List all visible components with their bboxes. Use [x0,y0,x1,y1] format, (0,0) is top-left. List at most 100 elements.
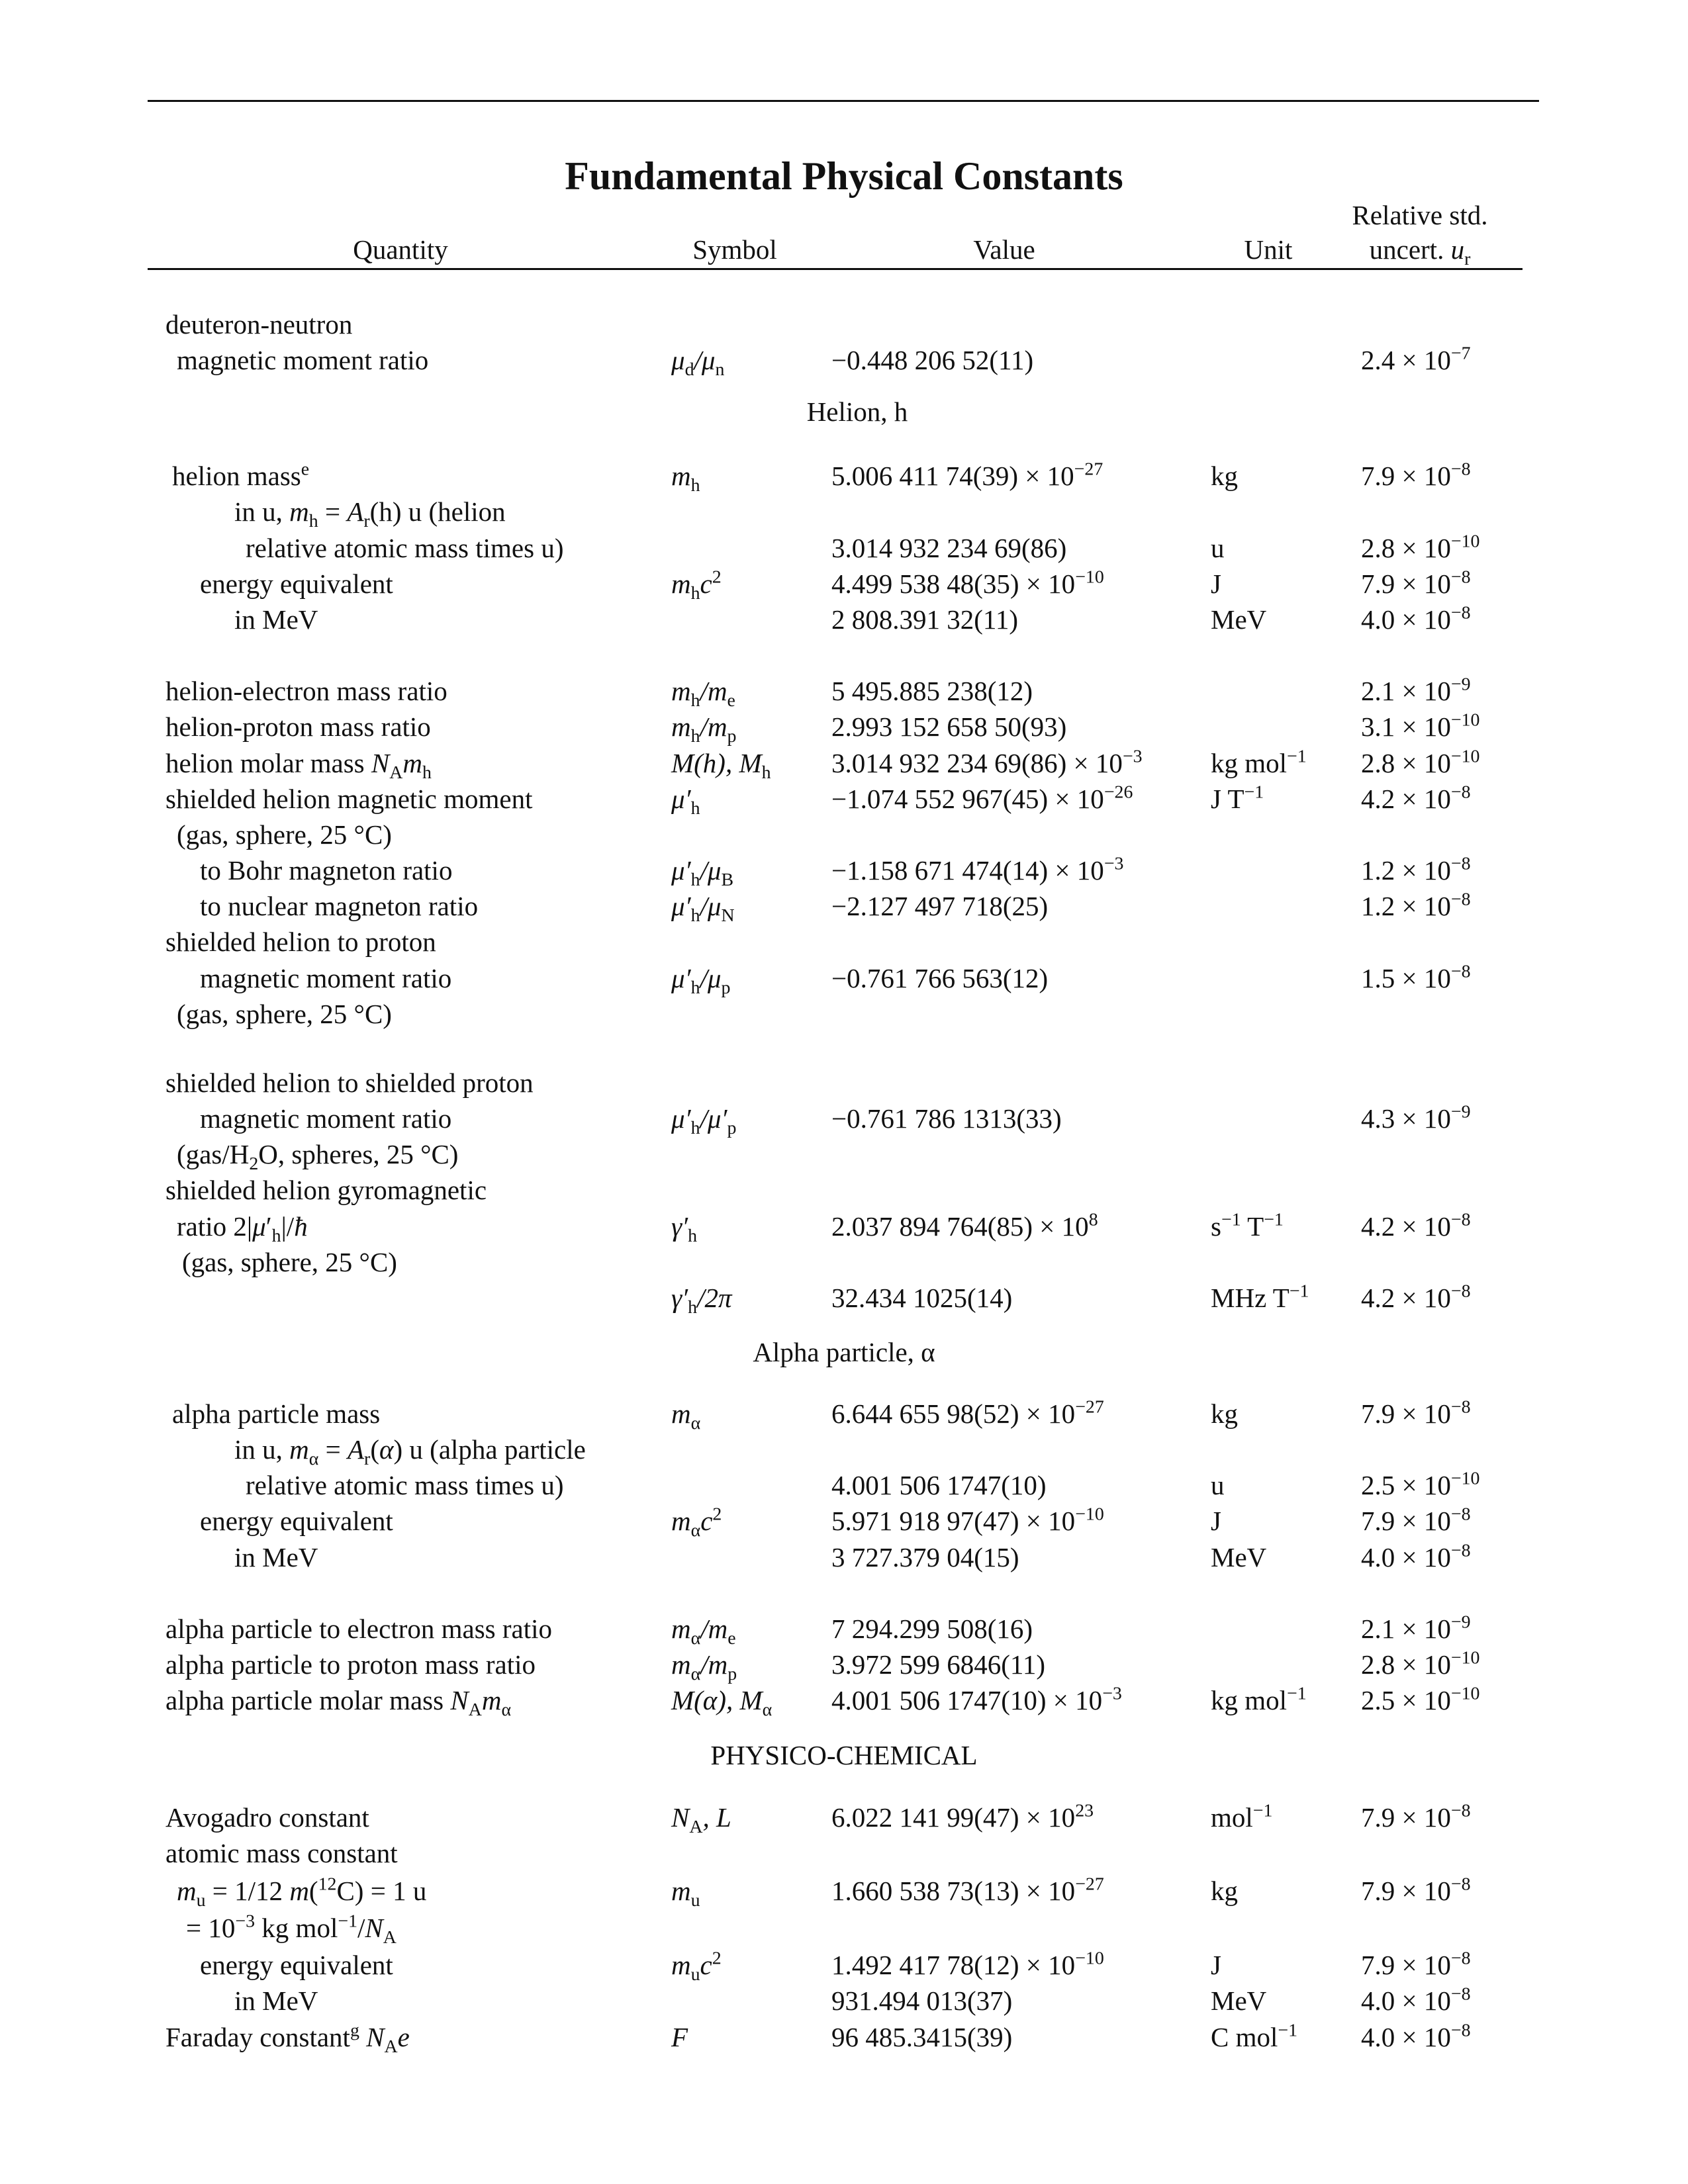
quantity-label: in MeV [234,1985,318,2016]
quantity-label: (gas, sphere, 25 °C) [182,1247,397,1277]
quantity-label: energy equivalent [200,569,393,599]
unit: MeV [1211,1542,1267,1572]
quantity-label: to nuclear magneton ratio [200,891,479,921]
relative-uncertainty: 4.0 × 10−8 [1361,1540,1471,1572]
quantity-label: relative atomic mass times u) [246,533,564,563]
value: −2.127 497 718(25) [831,891,1049,921]
value: 3 727.379 04(15) [831,1542,1019,1572]
quantity-label: = 10−3 kg mol−1/NA [186,1911,397,1948]
unit: J [1211,1506,1221,1536]
value: 1.492 417 78(12) × 10−10 [831,1948,1104,1980]
symbol: μ′h [671,784,700,819]
relative-uncertainty: 4.0 × 10−8 [1361,602,1471,635]
value: 931.494 013(37) [831,1985,1013,2016]
header-quantity: Quantity [353,234,448,265]
symbol: μ′h/μp [671,963,731,998]
quantity-label: helion masse [172,459,310,491]
quantity-label: helion-electron mass ratio [165,676,447,706]
relative-uncertainty: 1.2 × 10−8 [1361,853,1471,886]
quantity-label: magnetic moment ratio [200,1103,452,1134]
symbol: M(h), Mh [671,748,771,783]
quantity-label: energy equivalent [200,1506,393,1536]
value: 7 294.299 508(16) [831,1614,1033,1644]
relative-uncertainty: 2.4 × 10−7 [1361,343,1471,375]
value: 5.006 411 74(39) × 10−27 [831,459,1103,491]
symbol: mαc2 [671,1504,722,1541]
value: 3.014 932 234 69(86) × 10−3 [831,746,1143,778]
relative-uncertainty: 4.2 × 10−8 [1361,1281,1471,1313]
unit: J [1211,1950,1221,1980]
relative-uncertainty: 2.5 × 10−10 [1361,1468,1480,1500]
value: −1.158 671 474(14) × 10−3 [831,853,1124,886]
header-symbol: Symbol [692,234,777,265]
quantity-label: magnetic moment ratio [200,963,452,993]
relative-uncertainty: 1.2 × 10−8 [1361,889,1471,921]
quantity-label: mu = 1/12 m(12C) = 1 u [177,1874,427,1911]
value: 4.001 506 1747(10) × 10−3 [831,1683,1122,1715]
value: 4.499 538 48(35) × 10−10 [831,567,1104,599]
quantity-label: shielded helion to shielded proton [165,1068,534,1098]
quantity-label: (gas, sphere, 25 °C) [177,999,392,1029]
header-unit: Unit [1244,234,1293,265]
section-alpha-particle: Alpha particle, α [753,1337,935,1367]
quantity-label: shielded helion gyromagnetic [165,1175,487,1205]
symbol: mα [671,1398,701,1433]
value: −0.448 206 52(11) [831,345,1034,375]
quantity-label: in u, mh = Ar(h) u (helion [234,496,506,531]
header-uncert-line1: Relative std. [1352,200,1488,230]
section-physico-chemical: PHYSICO-CHEMICAL [710,1740,978,1770]
relative-uncertainty: 2.5 × 10−10 [1361,1683,1480,1715]
value: −1.074 552 967(45) × 10−26 [831,782,1133,814]
quantity-label: deuteron-neutron [165,309,353,340]
symbol: mh/mp [671,711,737,747]
unit: kg [1211,1398,1238,1429]
value: −0.761 786 1313(33) [831,1103,1062,1134]
quantity-label: alpha particle molar mass NAmα [165,1685,512,1720]
quantity-label: (gas/H2O, spheres, 25 °C) [177,1139,459,1174]
symbol: M(α), Mα [671,1685,773,1720]
relative-uncertainty: 2.1 × 10−9 [1361,674,1471,706]
symbol: muc2 [671,1948,722,1985]
relative-uncertainty: 7.9 × 10−8 [1361,1800,1471,1833]
value: −0.761 766 563(12) [831,963,1049,993]
value: 4.001 506 1747(10) [831,1470,1047,1500]
relative-uncertainty: 2.8 × 10−10 [1361,1647,1480,1680]
value: 2.993 152 658 50(93) [831,711,1067,742]
relative-uncertainty: 3.1 × 10−10 [1361,709,1480,742]
symbol: mα/me [671,1614,736,1649]
unit: MHz T−1 [1211,1281,1309,1313]
quantity-label: shielded helion to proton [165,927,436,957]
value: 6.644 655 98(52) × 10−27 [831,1396,1104,1429]
value: 6.022 141 99(47) × 1023 [831,1800,1094,1833]
value: 2 808.391 32(11) [831,604,1019,635]
unit: kg [1211,461,1238,491]
unit: MeV [1211,604,1267,635]
quantity-label: alpha particle to proton mass ratio [165,1649,536,1680]
relative-uncertainty: 4.0 × 10−8 [1361,2020,1471,2052]
quantity-label: alpha particle to electron mass ratio [165,1614,553,1644]
relative-uncertainty: 2.1 × 10−9 [1361,1612,1471,1644]
quantity-label: (gas, sphere, 25 °C) [177,819,392,850]
relative-uncertainty: 4.0 × 10−8 [1361,1983,1471,2016]
unit: J [1211,569,1221,599]
symbol: mu [671,1876,700,1911]
unit: kg [1211,1876,1238,1906]
unit: kg mol−1 [1211,746,1307,778]
header-rule [148,268,1523,270]
relative-uncertainty: 7.9 × 10−8 [1361,567,1471,599]
quantity-label: alpha particle mass [172,1398,381,1429]
quantity-label: shielded helion magnetic moment [165,784,533,814]
symbol: mhc2 [671,567,722,604]
symbol: μ′h/μN [671,891,735,926]
symbol: NA, L [671,1802,731,1837]
top-rule [148,100,1539,102]
quantity-label: to Bohr magneton ratio [200,855,453,886]
quantity-label: relative atomic mass times u) [246,1470,564,1500]
quantity-label: in u, mα = Ar(α) u (alpha particle [234,1434,586,1469]
quantity-label: Avogadro constant [165,1802,369,1833]
relative-uncertainty: 2.8 × 10−10 [1361,531,1480,563]
quantity-label: ratio 2|μ′h|/ħ [177,1211,308,1246]
section-helion: Helion, h [806,396,908,427]
unit: u [1211,1470,1225,1500]
quantity-label: magnetic moment ratio [177,345,429,375]
